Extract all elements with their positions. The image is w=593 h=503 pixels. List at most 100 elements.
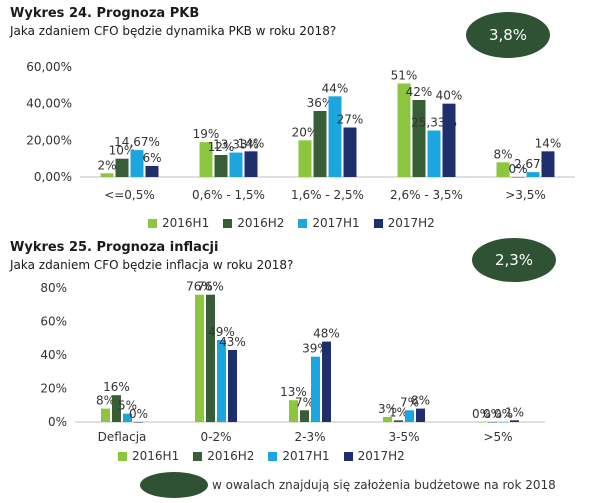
chart1-data-label-0-2: 14,67%	[114, 135, 160, 149]
chart2-data-label-0-2: 5%	[118, 399, 137, 413]
chart1-data-label-1-3: 14%	[238, 136, 265, 150]
chart1-data-label-0-1: 10%	[109, 144, 136, 158]
chart2-bar-2-0	[289, 400, 298, 422]
chart2-legend: 2016H1 2016H2 2017H1 2017H2	[118, 449, 405, 463]
chart1-data-label-4-3: 14%	[535, 136, 562, 150]
chart1-bar-0-3	[145, 166, 159, 177]
chart1-ytick-0: 0,00%	[34, 170, 72, 184]
legend-label-2016h2: 2016H2	[237, 216, 285, 230]
chart2-data-label-1-1: 76%	[197, 280, 224, 294]
chart1-bar-3-0	[397, 83, 411, 177]
chart2-bar-2-1	[300, 410, 309, 422]
chart2-bar-0-3	[134, 422, 143, 423]
chart1-data-label-2-0: 20%	[292, 125, 319, 139]
chart1-data-label-3-3: 40%	[436, 89, 463, 103]
chart1-category-label-4: >3,5%	[505, 188, 546, 202]
chart2-data-label-0-3: 0%	[129, 407, 148, 421]
chart2-ytick-3: 60%	[40, 315, 67, 329]
chart2-bar-4-0	[477, 422, 486, 423]
chart2-data-label-3-0: 3%	[378, 402, 397, 416]
legend-item-2016h1: 2016H1	[148, 216, 209, 230]
chart1-category-label-1: 0,6% - 1,5%	[192, 188, 265, 202]
chart2-ytick-2: 40%	[40, 348, 67, 362]
chart2-bar-2-3	[322, 341, 331, 422]
legend-swatch-2017h1	[298, 218, 308, 228]
chart1-bar-4-1	[511, 177, 525, 178]
chart1-data-label-3-1: 42%	[406, 85, 433, 99]
legend2-swatch-2017h2	[343, 451, 353, 461]
chart1-forecast-badge: 3,8%	[466, 12, 550, 58]
chart1-subtitle: Jaka zdaniem CFO będzie dynamika PKB w r…	[10, 24, 337, 38]
chart1-bar-1-3	[244, 151, 258, 177]
chart2-bar-3-2	[405, 410, 414, 422]
footnote-text: w owalach znajdują się założenia budżeto…	[212, 478, 556, 492]
chart2-bar-0-2	[123, 413, 132, 422]
chart2-bar-1-0	[195, 294, 204, 422]
legend2-item-2017h2: 2017H2	[343, 449, 405, 463]
chart2-bar-0-1	[112, 395, 121, 422]
chart2-bar-1-3	[228, 349, 237, 422]
footnote: w owalach znajdują się założenia budżeto…	[140, 472, 556, 498]
chart2-title: Wykres 25. Prognoza inflacji	[10, 240, 219, 255]
chart2-bar-3-0	[383, 416, 392, 422]
chart2-plot: 0%20%40%60%80%8%16%5%0%Deflacja76%76%49%…	[40, 280, 545, 444]
chart2-bar-0-0	[101, 408, 110, 422]
chart1-legend: 2016H1 2016H2 2017H1 2017H2	[148, 216, 435, 230]
chart2-bar-3-3	[416, 408, 425, 422]
chart1-bar-1-0	[199, 142, 213, 177]
legend2-label-2016h1: 2016H1	[132, 449, 180, 463]
chart2-data-label-3-3: 8%	[411, 394, 430, 408]
chart1-data-label-2-2: 44%	[322, 81, 349, 95]
chart2-data-label-2-1: 7%	[295, 395, 314, 409]
legend2-item-2017h1: 2017H1	[268, 449, 330, 463]
chart1-bar-2-2	[328, 96, 342, 177]
chart1-bar-1-2	[229, 152, 243, 177]
chart1-bar-2-1	[313, 111, 327, 177]
chart2-data-label-4-3: 1%	[505, 405, 524, 419]
chart1-data-label-0-0: 2%	[97, 158, 116, 172]
chart2-data-label-0-0: 8%	[96, 394, 115, 408]
legend-item-2017h1: 2017H1	[298, 216, 360, 230]
chart2-bar-1-1	[206, 294, 215, 422]
chart2-category-label-4: >5%	[483, 430, 512, 444]
chart1-data-label-4-1: 0%	[508, 162, 527, 176]
chart1-data-label-1-0: 19%	[193, 127, 220, 141]
chart2-forecast-badge-text: 2,3%	[494, 251, 534, 269]
chart1-data-label-0-3: 6%	[142, 151, 161, 165]
chart1-category-label-0: <=0,5%	[104, 188, 155, 202]
chart1-bar-0-0	[100, 173, 114, 177]
chart2-data-label-1-2: 49%	[208, 325, 235, 339]
chart2-bar-1-2	[217, 339, 226, 422]
legend2-swatch-2016h1	[118, 451, 127, 461]
chart1-bar-3-2	[427, 130, 441, 177]
chart2-data-label-1-0: 76%	[186, 280, 213, 294]
chart2-data-label-4-0: 0%	[472, 407, 491, 421]
chart1-bar-0-2	[130, 150, 144, 177]
chart2-category-label-1: 0-2%	[200, 430, 231, 444]
chart2-data-label-2-3: 48%	[313, 327, 340, 341]
chart2-subtitle: Jaka zdaniem CFO będzie inflacja w roku …	[10, 258, 294, 272]
chart1-category-label-2: 1,6% - 2,5%	[291, 188, 364, 202]
chart1-data-label-1-1: 12%	[208, 140, 235, 154]
chart1-bar-2-0	[298, 140, 312, 177]
chart1-bar-2-3	[343, 127, 357, 177]
chart1-bar-3-3	[442, 103, 456, 177]
chart2-category-label-2: 2-3%	[294, 430, 325, 444]
chart1-bar-1-1	[214, 155, 228, 177]
legend-swatch-2016h2	[223, 218, 233, 228]
chart1-data-label-2-3: 27%	[337, 113, 364, 127]
chart2-ytick-1: 20%	[40, 382, 67, 396]
legend2-swatch-2017h1	[268, 451, 278, 461]
legend-label-2017h2: 2017H2	[387, 216, 435, 230]
chart2-data-label-0-1: 16%	[103, 380, 130, 394]
chart2-bar-4-3	[510, 420, 519, 422]
chart2-data-label-2-0: 13%	[280, 385, 307, 399]
chart1-category-label-3: 2,6% - 3,5%	[390, 188, 463, 202]
footnote-oval-icon	[140, 472, 208, 498]
chart1-title: Wykres 24. Prognoza PKB	[10, 6, 200, 21]
legend2-item-2016h2: 2016H2	[193, 449, 254, 463]
chart2-data-label-3-2: 7%	[400, 395, 419, 409]
chart1-forecast-badge-text: 3,8%	[488, 26, 528, 44]
chart2-category-label-0: Deflacja	[98, 430, 147, 444]
chart1-plot: 0,00% 20,00% 40,00% 60,00% 2%10%14,67% 6% <=0,…	[26, 60, 575, 202]
